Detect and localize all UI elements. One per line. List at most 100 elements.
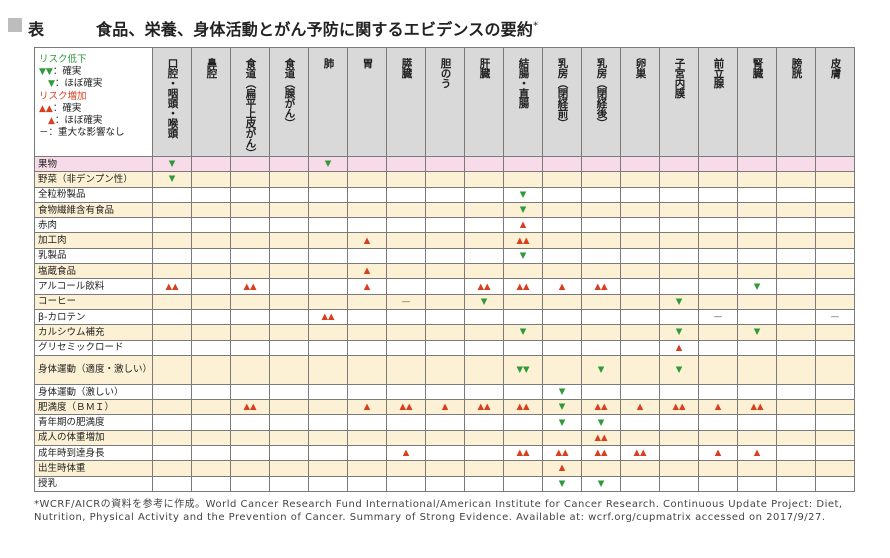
table-cell bbox=[152, 263, 192, 280]
risk-decrease-icon: ▼ bbox=[675, 327, 683, 338]
table-cell bbox=[425, 263, 465, 280]
table-cell bbox=[191, 278, 231, 295]
table-cell bbox=[269, 308, 309, 326]
table-cell bbox=[542, 186, 582, 203]
table-cell bbox=[815, 475, 855, 492]
table-cell bbox=[776, 217, 816, 234]
table-cell bbox=[815, 339, 855, 356]
table-cell bbox=[503, 339, 543, 356]
table-cell: ▼ bbox=[581, 354, 621, 385]
table-cell bbox=[659, 263, 699, 280]
table-cell: ▼ bbox=[542, 399, 582, 416]
table-cell bbox=[776, 354, 816, 385]
table-cell: ▲▲ bbox=[386, 399, 426, 416]
table-cell bbox=[659, 414, 699, 431]
table-cell bbox=[698, 339, 738, 356]
table-cell bbox=[698, 383, 738, 401]
column-header: 胆のう bbox=[425, 47, 465, 157]
table-cell: ▲ bbox=[659, 339, 699, 356]
row-label: 成年時到達身長 bbox=[34, 445, 153, 462]
risk-increase-icon: ▲ bbox=[363, 281, 371, 292]
table-cell bbox=[269, 445, 309, 462]
risk-increase-icon: ▲ bbox=[441, 402, 449, 413]
table-cell: ▼ bbox=[542, 414, 582, 431]
column-header-label: 皮膚 bbox=[829, 58, 842, 78]
table-cell bbox=[230, 308, 270, 326]
table-cell bbox=[698, 171, 738, 188]
table-cell bbox=[815, 383, 855, 401]
legend-none-icon: － bbox=[39, 127, 49, 139]
table-cell bbox=[191, 429, 231, 447]
table-cell bbox=[542, 155, 582, 173]
table-cell bbox=[191, 460, 231, 477]
table-cell bbox=[464, 354, 504, 385]
table-cell: ▲▲ bbox=[503, 445, 543, 462]
table-cell: ▲▲ bbox=[581, 429, 621, 447]
table-cell bbox=[698, 475, 738, 492]
column-header: 乳房（閉経後） bbox=[581, 47, 621, 157]
table-cell bbox=[308, 201, 348, 219]
risk-increase-icon: ▲▲ bbox=[477, 281, 491, 292]
table-cell bbox=[347, 445, 387, 462]
risk-decrease-icon: ▼ bbox=[753, 281, 761, 292]
table-cell bbox=[191, 217, 231, 234]
no-effect-icon: — bbox=[830, 312, 840, 323]
table-cell bbox=[542, 293, 582, 310]
table-cell bbox=[347, 460, 387, 477]
table-cell bbox=[776, 232, 816, 249]
table-cell bbox=[191, 293, 231, 310]
table-cell bbox=[581, 232, 621, 249]
table-cell bbox=[542, 354, 582, 385]
table-cell bbox=[776, 263, 816, 280]
table-cell bbox=[269, 217, 309, 234]
column-header-label: 子宮内膜 bbox=[673, 58, 686, 98]
table-cell bbox=[386, 247, 426, 265]
risk-increase-icon: ▲ bbox=[558, 281, 566, 292]
table-cell bbox=[308, 445, 348, 462]
table-cell: ▲ bbox=[347, 278, 387, 295]
column-header: 肺 bbox=[308, 47, 348, 157]
table-cell bbox=[152, 339, 192, 356]
table-cell bbox=[269, 155, 309, 173]
risk-increase-icon: ▲ bbox=[402, 448, 410, 459]
title-text: 食品、栄養、身体活動とがん予防に関するエビデンスの要約* bbox=[96, 16, 538, 40]
table-cell bbox=[308, 217, 348, 234]
table-cell: ▼ bbox=[464, 293, 504, 310]
table-cell: ▲ bbox=[347, 263, 387, 280]
row-label: カルシウム補充 bbox=[34, 324, 153, 341]
row-label: コーヒー bbox=[34, 293, 153, 310]
table-cell bbox=[542, 247, 582, 265]
legend-lower-definite-icon: ▼▼ bbox=[39, 67, 53, 78]
table-cell bbox=[152, 414, 192, 431]
row-label: アルコール飲料 bbox=[34, 278, 153, 295]
table-cell bbox=[581, 324, 621, 341]
table-cell bbox=[308, 247, 348, 265]
column-header: 皮膚 bbox=[815, 47, 855, 157]
row-label: β-カロテン bbox=[34, 308, 153, 326]
table-cell bbox=[386, 155, 426, 173]
table-cell bbox=[698, 278, 738, 295]
footnote: *WCRF/AICRの資料を参考に作成。World Cancer Researc… bbox=[34, 499, 843, 523]
no-effect-icon: — bbox=[401, 296, 411, 307]
table-cell bbox=[464, 263, 504, 280]
table-cell: — bbox=[386, 293, 426, 310]
table-cell bbox=[815, 445, 855, 462]
table-cell bbox=[737, 354, 777, 385]
table-cell bbox=[308, 383, 348, 401]
risk-increase-icon: ▲▲ bbox=[594, 402, 608, 413]
risk-decrease-icon: ▼ bbox=[519, 327, 527, 338]
column-header-label: 卵巣 bbox=[634, 58, 647, 78]
table-cell bbox=[347, 186, 387, 203]
table-cell bbox=[230, 460, 270, 477]
column-header: 子宮内膜 bbox=[659, 47, 699, 157]
table-cell bbox=[581, 383, 621, 401]
table-cell bbox=[386, 171, 426, 188]
table-cell bbox=[152, 201, 192, 219]
risk-increase-icon: ▲▲ bbox=[516, 281, 530, 292]
table-cell bbox=[308, 339, 348, 356]
table-cell: ▲ bbox=[698, 399, 738, 416]
risk-increase-icon: ▲ bbox=[714, 402, 722, 413]
table-cell: ▼ bbox=[308, 155, 348, 173]
row-label: 加工肉 bbox=[34, 232, 153, 249]
table-cell bbox=[620, 324, 660, 341]
